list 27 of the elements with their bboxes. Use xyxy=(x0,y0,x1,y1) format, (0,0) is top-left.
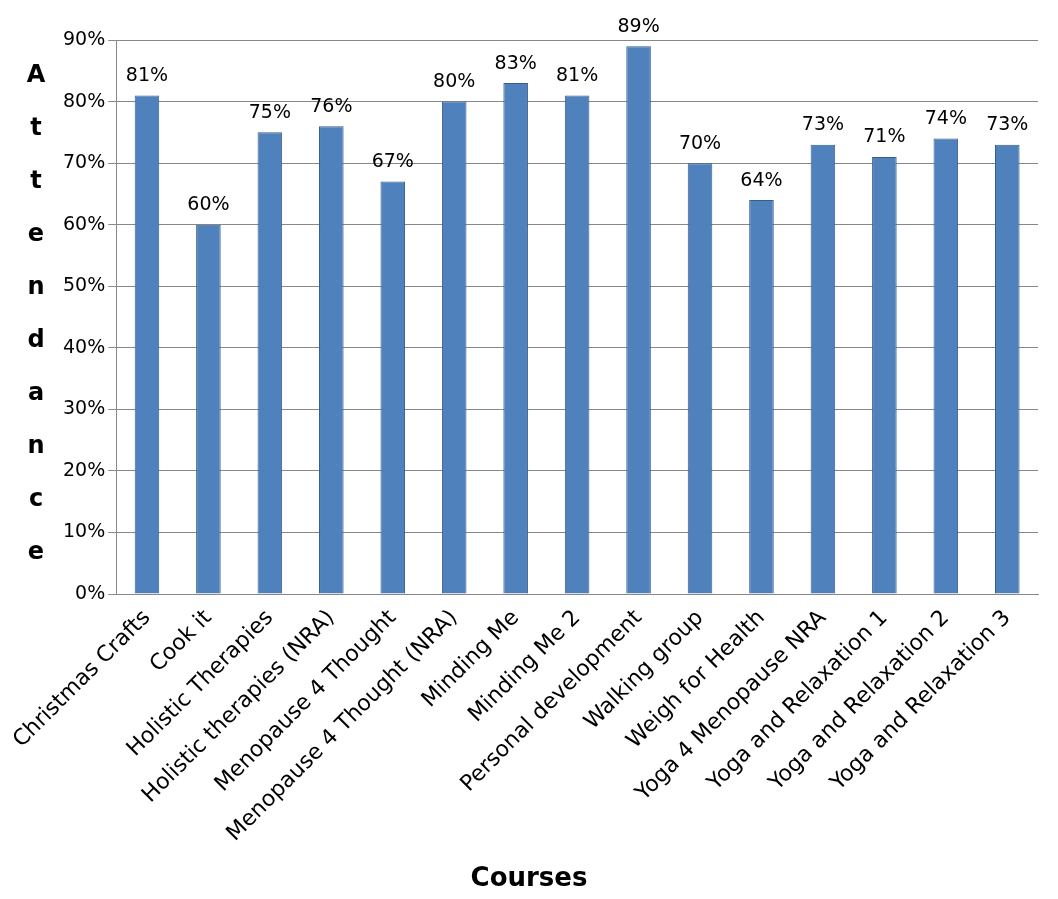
data-label: 73% xyxy=(986,112,1029,135)
y-tick-label: 0% xyxy=(75,581,106,604)
data-label: 83% xyxy=(494,50,537,73)
data-label: 74% xyxy=(924,105,967,128)
y-tick-label: 30% xyxy=(63,396,106,419)
text: Attendance xyxy=(26,60,46,565)
data-label: 75% xyxy=(248,99,291,122)
data-label: 60% xyxy=(187,192,230,215)
x-axis-title: Courses xyxy=(469,862,589,892)
y-tick-label: 10% xyxy=(63,519,106,542)
y-tick-label: 90% xyxy=(63,26,106,49)
data-label: 80% xyxy=(433,69,476,92)
y-tick-label: 50% xyxy=(63,273,106,296)
data-label: 81% xyxy=(556,62,599,85)
y-tick-label: 80% xyxy=(63,88,106,111)
data-label: 64% xyxy=(740,167,783,190)
y-tick-label: 20% xyxy=(63,457,106,480)
data-label: 81% xyxy=(125,62,169,85)
data-label: 71% xyxy=(863,124,906,147)
data-label: 76% xyxy=(310,93,353,116)
data-label: 89% xyxy=(617,13,660,36)
y-tick-label: 40% xyxy=(63,334,106,357)
y-tick-label: 70% xyxy=(63,150,106,173)
data-label: 70% xyxy=(678,130,722,153)
data-label: 67% xyxy=(371,149,414,172)
data-label: 73% xyxy=(801,112,845,135)
y-tick-label: 60% xyxy=(63,211,106,234)
